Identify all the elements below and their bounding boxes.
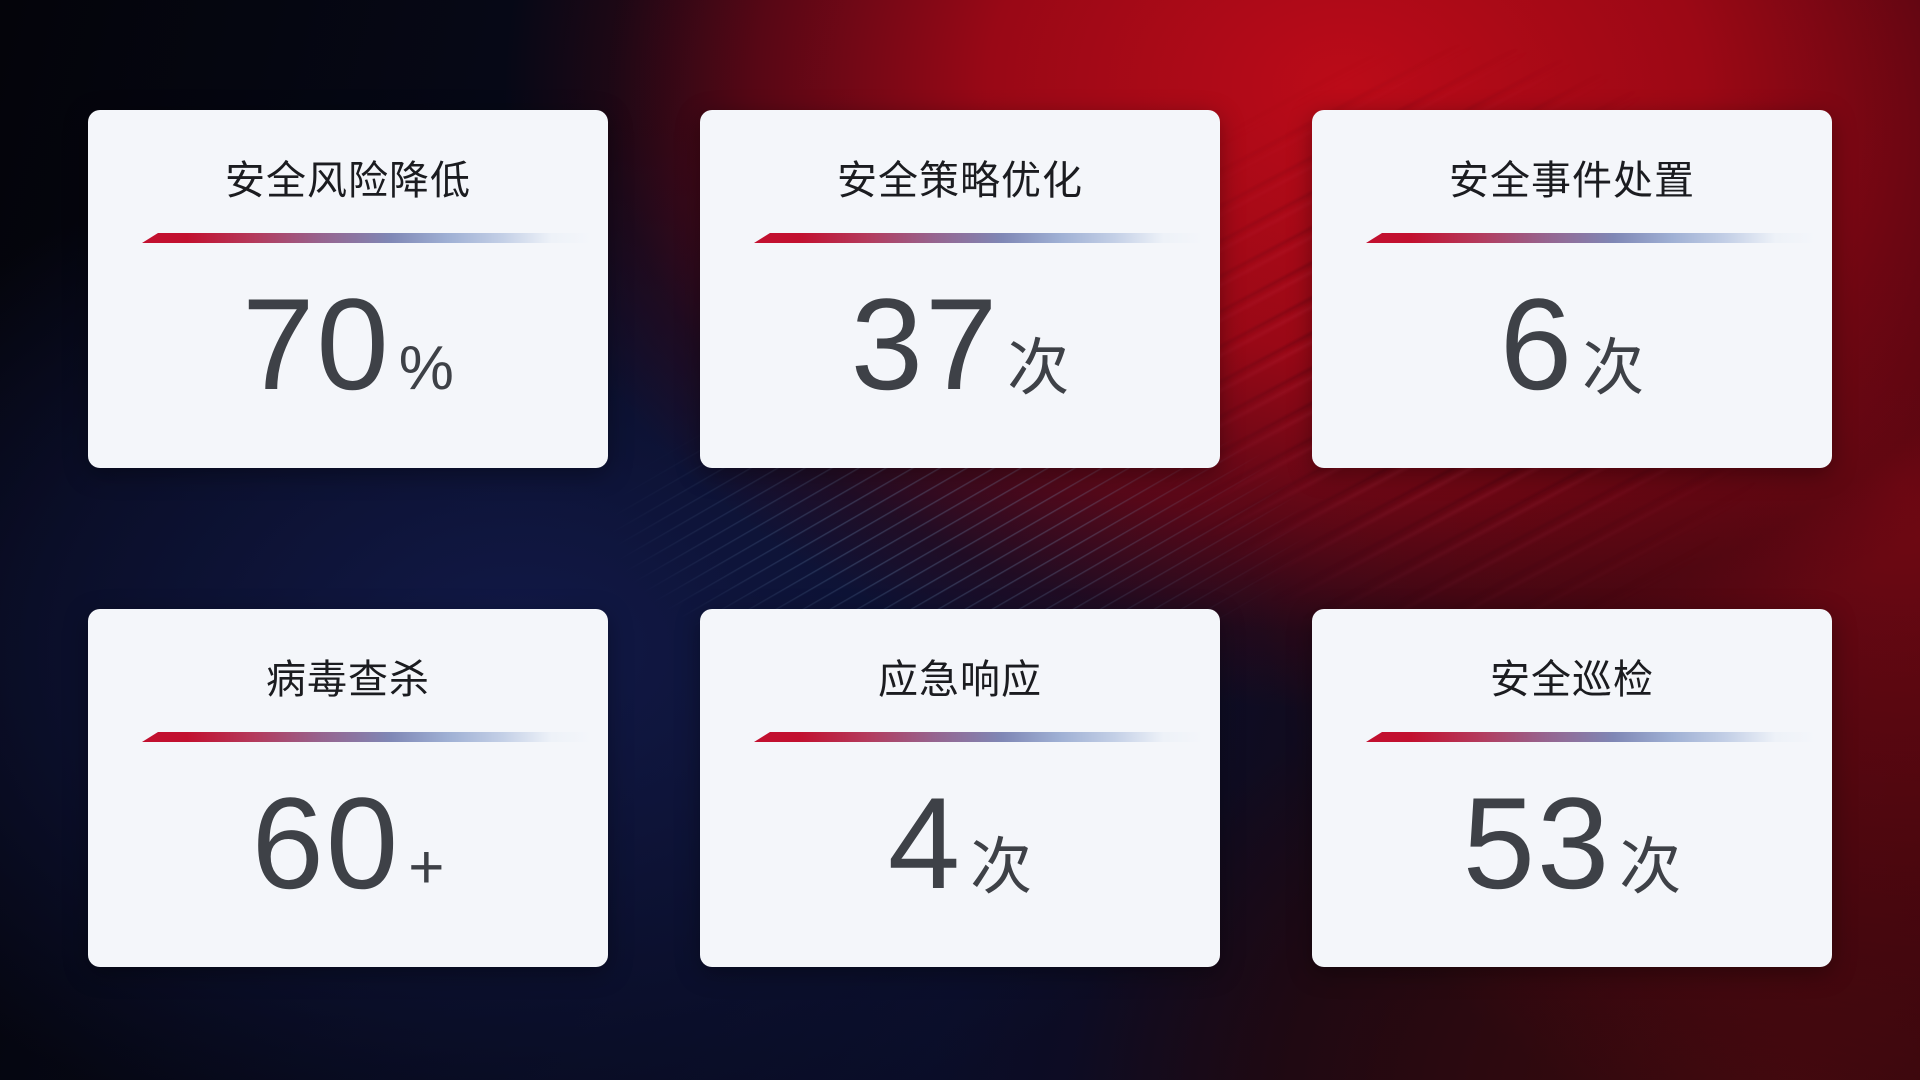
card-title: 安全策略优化: [837, 159, 1083, 203]
stat-card-policy-optimization: 安全策略优化 37 次: [700, 110, 1220, 468]
card-value-row: 70 %: [88, 279, 608, 409]
card-value-row: 4 次: [700, 778, 1220, 908]
card-value: 37: [850, 271, 1000, 417]
card-value: 60: [251, 770, 401, 916]
stat-card-grid: 安全风险降低 70 % 安全策略优化 37 次 安全事件处置 6 次 病毒查: [88, 110, 1832, 967]
stat-card-emergency-response: 应急响应 4 次: [700, 609, 1220, 967]
card-value: 53: [1462, 770, 1612, 916]
card-value-unit: 次: [970, 833, 1033, 902]
stat-card-virus-scan: 病毒查杀 60 +: [88, 609, 608, 967]
gradient-divider: [754, 732, 1204, 742]
card-value-row: 6 次: [1312, 279, 1832, 409]
card-title: 安全事件处置: [1449, 159, 1695, 203]
card-title: 应急响应: [878, 658, 1042, 702]
card-value-unit: 次: [1619, 833, 1682, 902]
gradient-divider: [1366, 233, 1816, 243]
card-value-row: 53 次: [1312, 778, 1832, 908]
card-value: 6: [1499, 271, 1575, 417]
card-value: 70: [242, 271, 391, 417]
stat-card-risk-reduction: 安全风险降低 70 %: [88, 110, 608, 468]
card-title: 病毒查杀: [266, 658, 430, 702]
card-value-unit: 次: [1007, 334, 1070, 403]
card-value-unit: +: [408, 833, 445, 902]
card-title: 安全风险降低: [225, 159, 471, 203]
card-title: 安全巡检: [1490, 658, 1654, 702]
card-value-row: 37 次: [700, 279, 1220, 409]
card-value-unit: 次: [1582, 334, 1645, 403]
card-value: 4: [887, 770, 963, 916]
gradient-divider: [1366, 732, 1816, 742]
stat-card-incident-handling: 安全事件处置 6 次: [1312, 110, 1832, 468]
gradient-divider: [142, 732, 592, 742]
gradient-divider: [754, 233, 1204, 243]
card-value-row: 60 +: [88, 778, 608, 908]
gradient-divider: [142, 233, 592, 243]
stat-card-security-inspection: 安全巡检 53 次: [1312, 609, 1832, 967]
card-value-unit: %: [398, 334, 454, 403]
